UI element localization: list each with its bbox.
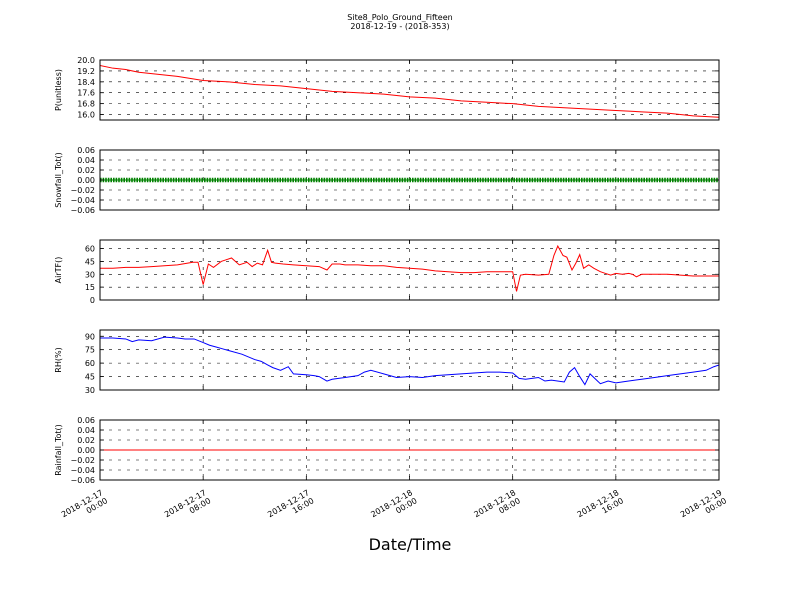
y-tick-label: 20.0 — [77, 56, 95, 65]
y-axis-label: AirTF() — [54, 257, 63, 284]
y-tick-label: 15 — [85, 283, 95, 292]
y-tick-label: 30 — [85, 386, 95, 395]
y-tick-label: 0.02 — [77, 166, 95, 175]
y-tick-label: 0.00 — [77, 446, 95, 455]
y-axis-label: P(unitless) — [54, 69, 63, 111]
y-tick-label: 75 — [85, 346, 95, 355]
x-tick-label: 2018-12-1900:00 — [679, 488, 728, 527]
x-tick-label: 2018-12-1700:00 — [60, 488, 109, 527]
x-tick-labels: 2018-12-1700:00 2018-12-1708:00 2018-12-17… — [60, 488, 728, 527]
x-tick-label: 2018-12-1716:00 — [266, 488, 315, 527]
y-tick-label: 18.4 — [77, 78, 95, 87]
y-axis-label: Rainfall_Tot() — [54, 424, 63, 476]
x-tick-label: 2018-12-1808:00 — [472, 488, 521, 527]
y-tick-label: −0.02 — [70, 456, 95, 465]
y-tick-label: 0.06 — [77, 416, 95, 425]
y-tick-label: 45 — [85, 257, 95, 266]
y-tick-label: 0 — [90, 296, 95, 305]
y-tick-label: 60 — [85, 359, 95, 368]
y-tick-label: −0.04 — [70, 466, 95, 475]
chart-title: Site8_Polo_Ground_Fifteen — [347, 13, 452, 22]
panel-3: 0 15 30 45 60 AirTF() — [54, 239, 720, 305]
series-line — [100, 244, 719, 292]
y-tick-label: 60 — [85, 245, 95, 254]
y-tick-label: 0.00 — [77, 176, 95, 185]
y-axis-label: Snowfall_Tot() — [54, 152, 63, 208]
x-axis-label: Date/Time — [369, 535, 452, 554]
y-tick-label: −0.06 — [70, 206, 95, 215]
y-tick-label: 0.04 — [77, 426, 95, 435]
y-tick-label: −0.02 — [70, 186, 95, 195]
panel-1: 16.0 16.8 17.6 18.4 19.2 20.0 P(unitless) — [54, 56, 720, 121]
y-tick-label: 0.02 — [77, 436, 95, 445]
y-tick-label: 17.6 — [77, 89, 95, 98]
series-line — [100, 64, 719, 118]
series-line — [100, 336, 719, 386]
y-axis-label: RH(%) — [54, 347, 63, 372]
y-tick-label: 90 — [85, 332, 95, 341]
panel-2: −0.06−0.04−0.020.000.020.040.06 Snowfall_… — [54, 146, 720, 215]
y-tick-label: 30 — [85, 270, 95, 279]
x-tick-label: 2018-12-1708:00 — [163, 488, 212, 527]
y-tick-label: 16.0 — [77, 111, 95, 120]
panel-4: 30 45 60 75 90 RH(%) — [54, 329, 720, 395]
y-tick-label: −0.06 — [70, 476, 95, 485]
y-tick-label: 16.8 — [77, 100, 95, 109]
x-tick-label: 2018-12-1800:00 — [369, 488, 418, 527]
y-tick-label: 19.2 — [77, 67, 95, 76]
panels: 16.0 16.8 17.6 18.4 19.2 20.0 P(unitless) −0.06… — [54, 56, 720, 485]
chart-subtitle: 2018-12-19 - (2018-353) — [350, 22, 449, 31]
y-tick-label: 45 — [85, 373, 95, 382]
x-tick-label: 2018-12-1816:00 — [576, 488, 625, 527]
y-tick-label: 0.06 — [77, 146, 95, 155]
y-tick-label: −0.04 — [70, 196, 95, 205]
y-tick-label: 0.04 — [77, 156, 95, 165]
panel-5: −0.06−0.04−0.020.000.020.040.06 Rainfall_… — [54, 416, 720, 485]
